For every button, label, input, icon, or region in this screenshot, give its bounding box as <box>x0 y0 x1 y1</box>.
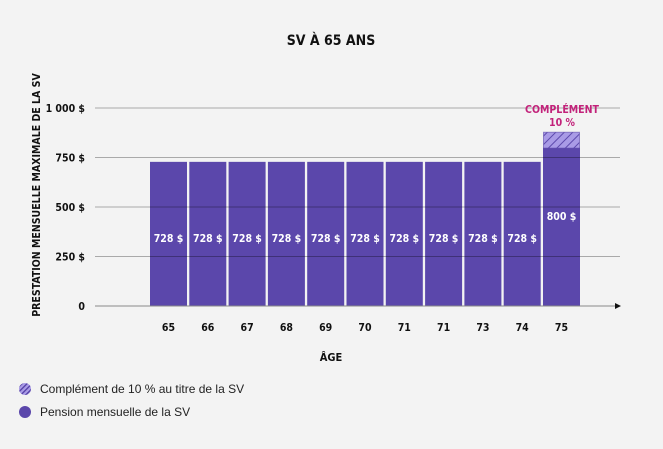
bar-pension <box>307 161 345 306</box>
data-label: 728 $ <box>468 233 498 245</box>
x-tick-label: 75 <box>555 322 568 334</box>
bar-pension <box>503 161 541 306</box>
x-tick-label: 66 <box>201 322 215 334</box>
y-tick-label: 0 <box>78 301 85 313</box>
bar-pension <box>189 161 227 306</box>
y-tick-label: 750 $ <box>55 153 85 165</box>
x-tick-label: 69 <box>319 322 332 334</box>
x-tick-label: 67 <box>241 322 254 334</box>
data-label: 728 $ <box>272 233 302 245</box>
data-label: 728 $ <box>350 233 380 245</box>
bar-pension <box>150 161 187 306</box>
legend-item-complement: Complément de 10 % au titre de la SV <box>19 382 244 396</box>
x-axis-arrow-icon <box>615 303 621 309</box>
data-label: 728 $ <box>154 233 184 245</box>
data-label: 728 $ <box>193 233 223 245</box>
x-tick-label: 73 <box>476 322 489 334</box>
x-tick-label: 74 <box>516 322 530 334</box>
x-axis-label: ÂGE <box>320 351 343 364</box>
solid-swatch-icon <box>19 406 31 418</box>
y-tick-label: 500 $ <box>55 202 85 214</box>
y-tick-label: 1 000 $ <box>46 103 85 115</box>
x-tick-label: 70 <box>358 322 372 334</box>
bar-pension <box>228 161 266 306</box>
x-tick-label: 68 <box>280 322 293 334</box>
annotation-line2: 10 % <box>549 117 575 129</box>
bar-pension <box>464 161 502 306</box>
chart-title: SV À 65 ANS <box>287 32 376 49</box>
y-axis-label: PRESTATION MENSUELLE MAXIMALE DE LA SV <box>31 73 43 317</box>
annotation-line1: COMPLÉMENT <box>525 103 600 116</box>
data-label: 800 $ <box>547 211 577 223</box>
legend-label: Complément de 10 % au titre de la SV <box>40 382 245 396</box>
bar-pension <box>267 161 305 306</box>
data-label: 728 $ <box>429 233 459 245</box>
hatched-swatch-icon <box>19 383 31 395</box>
data-label: 728 $ <box>390 233 420 245</box>
legend-item-pension: Pension mensuelle de la SV <box>19 405 190 419</box>
y-tick-label: 250 $ <box>55 252 85 264</box>
bar-pension <box>543 147 580 306</box>
data-label: 728 $ <box>232 233 262 245</box>
x-tick-label: 71 <box>437 322 450 334</box>
bar-pension <box>425 161 463 306</box>
legend-label: Pension mensuelle de la SV <box>40 405 191 419</box>
data-label: 728 $ <box>311 233 341 245</box>
data-label: 728 $ <box>507 233 537 245</box>
x-tick-label: 65 <box>162 322 175 334</box>
bar-pension <box>346 161 384 306</box>
bar-complement <box>543 131 580 149</box>
x-tick-label: 71 <box>398 322 411 334</box>
bar-pension <box>385 161 423 306</box>
